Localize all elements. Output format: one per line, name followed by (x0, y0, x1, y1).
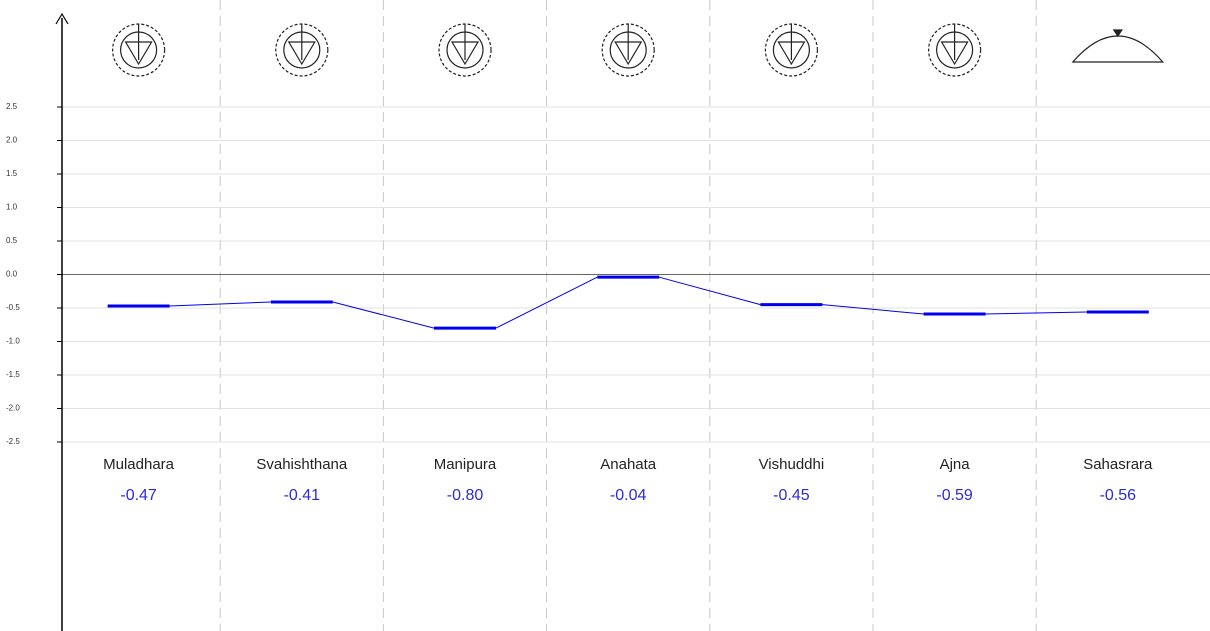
y-tick-label: 0.5 (6, 236, 18, 245)
y-tick-label: 1.5 (6, 169, 18, 178)
chart: 2.5 2.0 1.5 1.0 0.5 0.0 -0.5 -1.0 -1.5 -2.0 -2.5 Mu… (0, 0, 1210, 631)
value-label: -0.80 (447, 487, 484, 504)
y-tick-label: 2.0 (6, 136, 18, 145)
chakra-icon (929, 24, 981, 76)
value-label: -0.41 (284, 487, 321, 504)
y-tick-label: -2.0 (6, 404, 20, 413)
icon-shape (1114, 30, 1122, 36)
value-label: -0.04 (610, 487, 647, 504)
value-label: -0.45 (773, 487, 810, 504)
category-label: Sahasrara (1083, 456, 1153, 473)
y-tick-label: -2.5 (6, 437, 20, 446)
y-tick-label: -1.0 (6, 337, 20, 346)
chakra-icons (113, 24, 1163, 76)
category-label: Muladhara (103, 456, 175, 473)
column-separators (220, 0, 1036, 631)
category-label: Vishuddhi (759, 456, 825, 473)
chakra-icon (113, 24, 165, 76)
category-label: Manipura (434, 456, 497, 473)
y-tick-label: 1.0 (6, 203, 18, 212)
value-label: -0.59 (936, 487, 973, 504)
category-label: Ajna (940, 456, 971, 473)
category-label: Svahishthana (256, 456, 348, 473)
y-tick-label: 2.5 (6, 102, 18, 111)
chakra-icon (439, 24, 491, 76)
chakra-icon (602, 24, 654, 76)
category-label: Anahata (600, 456, 657, 473)
grid (62, 107, 1210, 442)
value-label: -0.56 (1100, 487, 1137, 504)
chakra-icon (1073, 30, 1163, 62)
icon-shape (1073, 36, 1163, 62)
y-tick-label: -0.5 (6, 303, 20, 312)
y-tick-label: 0.0 (6, 270, 18, 279)
chakra-icon (765, 24, 817, 76)
chakra-icon (276, 24, 328, 76)
value-label: -0.47 (120, 487, 157, 504)
y-tick-label: -1.5 (6, 370, 20, 379)
